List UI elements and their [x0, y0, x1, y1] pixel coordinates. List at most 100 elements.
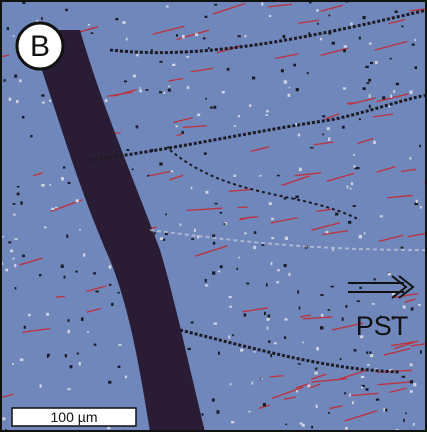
speck: [213, 242, 215, 245]
speck: [77, 353, 79, 355]
speck: [332, 42, 335, 45]
speck: [176, 34, 178, 36]
red-streak: [237, 207, 247, 208]
speck: [352, 401, 354, 404]
speck: [195, 33, 198, 36]
speck: [331, 286, 334, 288]
speck: [285, 424, 287, 426]
speck: [88, 24, 90, 26]
speck: [87, 331, 89, 333]
speck: [122, 21, 125, 24]
speck: [13, 203, 16, 205]
speck: [240, 349, 243, 352]
speck: [405, 412, 407, 414]
speck: [64, 276, 66, 279]
speck: [299, 168, 302, 171]
speck: [415, 66, 418, 69]
speck: [164, 92, 166, 94]
speck: [117, 292, 119, 294]
speck: [410, 363, 413, 366]
speck: [353, 205, 356, 207]
speck: [283, 35, 286, 38]
speck: [253, 246, 256, 249]
speck: [332, 249, 334, 251]
speck: [46, 313, 49, 316]
speck: [227, 68, 230, 71]
speck: [343, 49, 346, 52]
annotation: PST: [356, 311, 409, 341]
speck: [205, 98, 207, 100]
speck: [49, 100, 51, 102]
speck: [137, 125, 139, 128]
speck: [350, 23, 352, 26]
speck: [419, 145, 421, 147]
speck: [230, 383, 232, 385]
speck: [284, 318, 287, 320]
speck: [367, 364, 370, 366]
speck: [369, 94, 371, 97]
speck: [147, 175, 149, 177]
speck: [420, 350, 422, 353]
speck: [266, 110, 269, 112]
scale-bar-label: 100 µm: [51, 409, 98, 425]
speck: [366, 351, 368, 353]
speck: [191, 321, 194, 323]
speck: [345, 305, 347, 308]
speck: [402, 376, 405, 378]
speck: [259, 175, 261, 177]
speck: [266, 318, 269, 321]
speck: [263, 403, 266, 406]
speck: [321, 314, 324, 317]
speck: [14, 75, 17, 78]
speck: [248, 411, 250, 413]
speck: [390, 95, 392, 98]
page: B PST 100 µm (() => { const data = JSON.…: [0, 0, 427, 432]
speck: [359, 235, 362, 238]
speck: [264, 312, 266, 315]
speck: [238, 257, 240, 259]
speck: [218, 352, 220, 355]
speck: [61, 177, 64, 180]
speck: [320, 294, 323, 296]
speck: [353, 154, 355, 156]
speck: [368, 79, 371, 82]
speck: [328, 137, 330, 140]
speck: [244, 313, 247, 316]
speck: [109, 284, 111, 286]
speck: [393, 90, 395, 93]
speck: [146, 89, 149, 91]
speck: [307, 72, 309, 74]
speck: [411, 307, 414, 310]
speck: [168, 86, 170, 88]
speck: [267, 326, 269, 329]
speck: [233, 175, 236, 177]
speck: [359, 118, 361, 120]
speck: [140, 87, 142, 89]
speck: [413, 383, 416, 386]
speck: [271, 262, 273, 265]
speck: [294, 198, 296, 200]
speck: [281, 69, 284, 72]
speck: [224, 223, 226, 225]
speck: [5, 269, 8, 272]
speck: [187, 86, 190, 89]
speck: [94, 344, 97, 346]
speck: [372, 303, 375, 305]
speck: [355, 168, 357, 170]
speck: [268, 340, 270, 343]
speck: [7, 27, 9, 30]
speck: [403, 305, 406, 308]
speck: [311, 426, 313, 428]
speck: [316, 347, 319, 350]
speck: [95, 291, 98, 293]
speck: [81, 317, 84, 320]
speck: [214, 4, 217, 6]
speck: [194, 229, 196, 232]
speck: [40, 384, 42, 387]
speck: [159, 61, 162, 63]
speck: [359, 37, 361, 40]
speck: [268, 315, 271, 318]
speck: [229, 296, 232, 298]
speck: [111, 303, 113, 306]
speck: [176, 125, 178, 127]
